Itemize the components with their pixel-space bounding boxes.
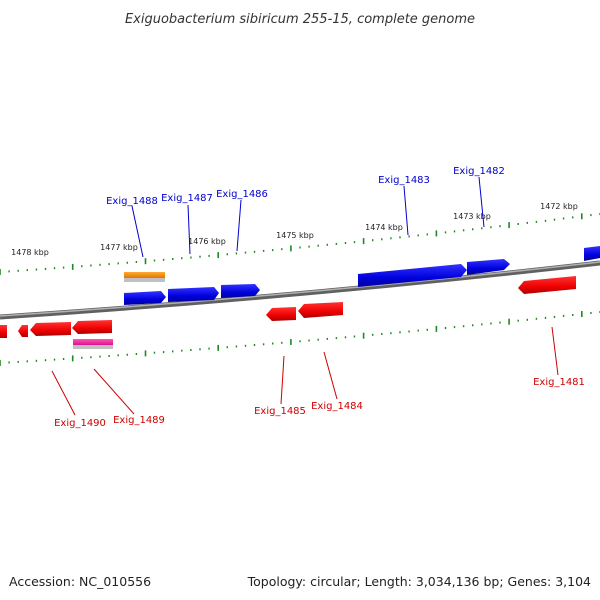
leader-line [478, 176, 485, 228]
leader-line [403, 185, 409, 236]
gene-label-exig-1482[interactable]: Exig_1482 [453, 166, 505, 177]
leader-line [236, 199, 242, 252]
gene-leader-lines [51, 176, 559, 416]
ruler-label: 1477 kbp [100, 243, 138, 252]
gene-label-exig-1486[interactable]: Exig_1486 [216, 189, 268, 200]
gene-arrow-exig-1487[interactable] [168, 287, 219, 302]
genome-backbone-highlight [0, 261, 600, 317]
gene-label-exig-1483[interactable]: Exig_1483 [378, 175, 430, 186]
ruler-label: 1472 kbp [540, 202, 578, 211]
leader-line [323, 351, 338, 400]
feature-orange-shadow [124, 278, 165, 282]
outer-tick-track [0, 213, 600, 275]
gene-labels: Exig_1488 Exig_1487 Exig_1486 Exig_1483 … [54, 166, 585, 429]
leader-line [187, 204, 191, 255]
leader-line [131, 205, 144, 258]
feature-pink-shadow [73, 345, 113, 349]
map-title: Exiguobacterium sibiricum 255-15, comple… [125, 12, 475, 27]
gene-arrow-exig-1486[interactable] [221, 284, 260, 298]
ruler-label: 1473 kbp [453, 212, 491, 221]
gene-label-exig-1484[interactable]: Exig_1484 [311, 401, 363, 412]
gene-arrow-exig-1484[interactable] [298, 302, 343, 318]
feature-pink-bar[interactable] [73, 339, 113, 345]
reverse-strand-genes [0, 276, 576, 338]
gene-label-exig-1485[interactable]: Exig_1485 [254, 406, 306, 417]
ruler-label: 1474 kbp [365, 223, 403, 232]
leader-line [551, 326, 559, 376]
ruler-labels: 1478 kbp 1477 kbp 1476 kbp 1475 kbp 1474… [11, 202, 578, 257]
ruler-label: 1478 kbp [11, 248, 49, 257]
leader-line [51, 370, 76, 416]
ruler-label: 1475 kbp [276, 231, 314, 240]
feature-orange-bar[interactable] [124, 272, 165, 278]
gene-label-exig-1490[interactable]: Exig_1490 [54, 418, 106, 429]
accession-text: Accession: NC_010556 [9, 574, 151, 589]
leader-line [93, 368, 135, 415]
leader-line [280, 355, 285, 405]
inner-tick-track [0, 311, 600, 366]
gene-label-exig-1488[interactable]: Exig_1488 [106, 196, 158, 207]
gene-arrow-exig-1490[interactable] [30, 322, 71, 336]
gene-label-exig-1489[interactable]: Exig_1489 [113, 415, 165, 426]
ruler-label: 1476 kbp [188, 237, 226, 246]
gene-arrow-small[interactable] [18, 325, 28, 337]
gene-arrow-exig-1489[interactable] [72, 320, 112, 334]
other-features [73, 272, 165, 349]
gene-arrow-edge[interactable] [584, 246, 600, 261]
gene-arrow-exig-1483[interactable] [358, 264, 467, 287]
gene-arrow-edge-left[interactable] [0, 325, 7, 338]
gene-label-exig-1481[interactable]: Exig_1481 [533, 377, 585, 388]
gene-arrow-exig-1485[interactable] [266, 307, 296, 321]
forward-strand-genes [124, 246, 600, 305]
genome-backbone [0, 260, 600, 320]
genome-summary-text: Topology: circular; Length: 3,034,136 bp… [247, 574, 591, 589]
gene-label-exig-1487[interactable]: Exig_1487 [161, 193, 213, 204]
gene-arrow-exig-1482[interactable] [467, 259, 510, 275]
gene-arrow-exig-1488[interactable] [124, 291, 166, 305]
gene-arrow-exig-1481[interactable] [518, 276, 576, 294]
